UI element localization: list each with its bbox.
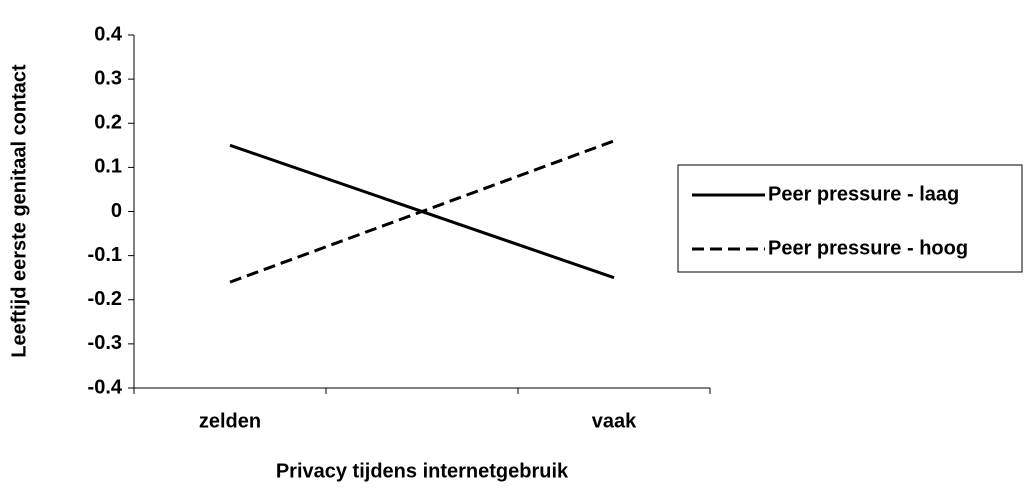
y-tick-label: -0.1 xyxy=(88,244,122,266)
legend-box xyxy=(677,164,1023,273)
y-tick-label: -0.3 xyxy=(88,332,122,354)
legend-label: Peer pressure - laag xyxy=(768,183,959,205)
x-tick-label: zelden xyxy=(199,410,261,432)
y-tick-label: 0.1 xyxy=(94,156,122,178)
x-tick-label: vaak xyxy=(592,410,637,432)
legend-label: Peer pressure - hoog xyxy=(768,237,968,259)
y-tick-label: 0.3 xyxy=(94,67,122,89)
y-tick-label: 0.2 xyxy=(94,112,122,134)
y-tick-label: 0 xyxy=(111,200,122,222)
series-line xyxy=(229,139,615,284)
x-axis-label: Privacy tijdens internetgebruik xyxy=(276,460,569,482)
y-axis-label: Leeftijd eerste genitaal contact xyxy=(8,64,30,358)
y-tick-label: -0.4 xyxy=(88,376,123,398)
y-tick-label: -0.2 xyxy=(88,288,122,310)
y-tick-label: 0.4 xyxy=(94,23,123,45)
